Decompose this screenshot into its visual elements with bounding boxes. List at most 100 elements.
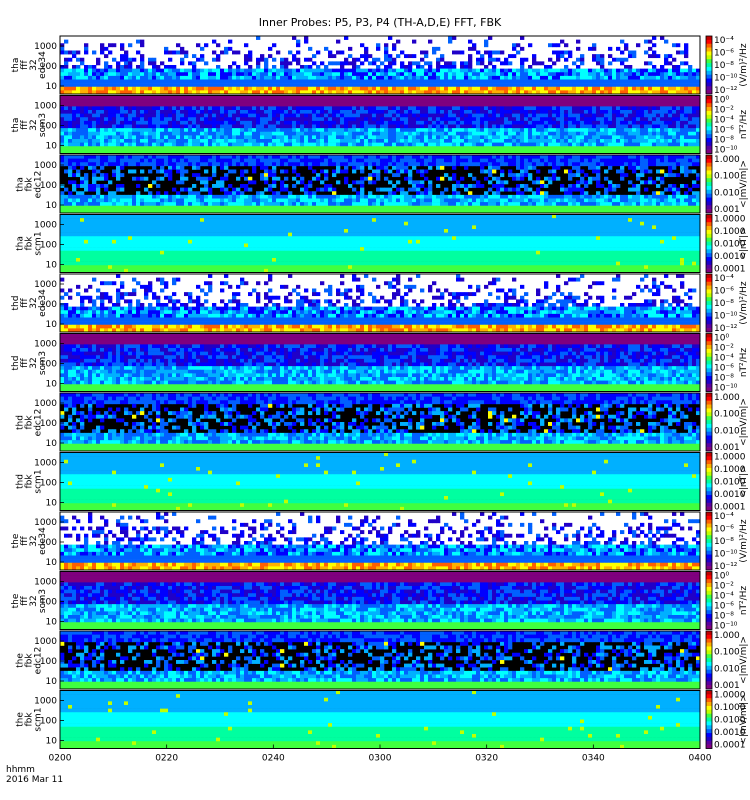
spectrogram-cell bbox=[512, 106, 516, 110]
spectrogram-cell bbox=[416, 65, 420, 69]
spectrogram-cell bbox=[240, 132, 244, 136]
spectrogram-cell bbox=[472, 155, 476, 159]
spectrogram-cell bbox=[112, 80, 116, 84]
spectrogram-cell bbox=[632, 72, 636, 76]
spectrogram-cell bbox=[360, 177, 364, 181]
spectrogram-cell bbox=[528, 166, 532, 170]
spectrogram-cell bbox=[604, 162, 608, 166]
spectrogram-cell bbox=[212, 166, 216, 170]
spectrogram-cell bbox=[528, 43, 532, 47]
spectrogram-cell bbox=[160, 72, 164, 76]
spectrogram-cell bbox=[528, 162, 532, 166]
spectrogram-cell bbox=[652, 87, 656, 91]
spectrogram-cell bbox=[324, 103, 328, 107]
spectrogram-cell bbox=[644, 103, 648, 107]
spectrogram-cell bbox=[212, 51, 216, 55]
spectrogram-cell bbox=[372, 170, 376, 174]
spectrogram-cell bbox=[180, 121, 184, 125]
spectrogram-cell bbox=[424, 83, 428, 87]
spectrogram-cell bbox=[424, 110, 428, 114]
spectrogram-cell bbox=[92, 72, 96, 76]
spectrogram-cell bbox=[484, 69, 488, 73]
spectrogram-cell bbox=[408, 110, 412, 114]
spectrogram-cell bbox=[252, 114, 256, 118]
spectrogram-cell bbox=[492, 125, 496, 129]
spectrogram-cell bbox=[220, 146, 224, 150]
spectrogram-cell bbox=[176, 80, 180, 84]
spectrogram-cell bbox=[272, 132, 276, 136]
spectrogram-cell bbox=[620, 114, 624, 118]
spectrogram-cell bbox=[568, 99, 572, 103]
spectrogram-cell bbox=[416, 72, 420, 76]
spectrogram-cell bbox=[692, 103, 696, 107]
spectrogram-cell bbox=[596, 61, 600, 65]
spectrogram-cell bbox=[292, 155, 296, 159]
spectrogram-cell bbox=[492, 170, 496, 174]
spectrogram-cell bbox=[480, 125, 484, 129]
spectrogram-cell bbox=[280, 143, 284, 147]
spectrogram-cell bbox=[280, 159, 284, 163]
spectrogram-cell bbox=[148, 143, 152, 147]
spectrogram-cell bbox=[384, 47, 388, 51]
spectrogram-cell bbox=[268, 173, 272, 177]
spectrogram-cell bbox=[508, 170, 512, 174]
spectrogram-cell bbox=[204, 43, 208, 47]
spectrogram-cell bbox=[156, 128, 160, 132]
spectrogram-cell bbox=[128, 125, 132, 129]
spectrogram-cell bbox=[200, 125, 204, 129]
spectrogram-cell bbox=[572, 166, 576, 170]
spectrogram-cell bbox=[420, 80, 424, 84]
spectrogram-cell bbox=[344, 139, 348, 143]
spectrogram-cell bbox=[132, 76, 136, 80]
spectrogram-cell bbox=[104, 69, 108, 73]
spectrogram-cell bbox=[424, 96, 428, 100]
spectrogram-cell bbox=[388, 96, 392, 100]
spectrogram-cell bbox=[392, 61, 396, 65]
spectrogram-cell bbox=[416, 162, 420, 166]
spectrogram-cell bbox=[172, 80, 176, 84]
spectrogram-cell bbox=[660, 114, 664, 118]
spectrogram-cell bbox=[592, 96, 596, 100]
spectrogram-cell bbox=[168, 173, 172, 177]
spectrogram-cell bbox=[560, 103, 564, 107]
spectrogram-cell bbox=[232, 155, 236, 159]
spectrogram-cell bbox=[340, 76, 344, 80]
colorbar-segment bbox=[706, 130, 712, 134]
spectrogram-cell bbox=[644, 139, 648, 143]
spectrogram-cell bbox=[92, 106, 96, 110]
spectrogram-cell bbox=[592, 103, 596, 107]
spectrogram-cell bbox=[60, 47, 64, 51]
spectrogram-cell bbox=[592, 43, 596, 47]
spectrogram-cell bbox=[516, 80, 520, 84]
spectrogram-cell bbox=[272, 162, 276, 166]
spectrogram-cell bbox=[592, 58, 596, 62]
spectrogram-cell bbox=[324, 132, 328, 136]
spectrogram-cell bbox=[344, 170, 348, 174]
spectrogram-cell bbox=[488, 132, 492, 136]
spectrogram-cell bbox=[116, 162, 120, 166]
spectrogram-cell bbox=[292, 143, 296, 147]
spectrogram-cell bbox=[432, 121, 436, 125]
spectrogram-cell bbox=[524, 83, 528, 87]
spectrogram-cell bbox=[120, 159, 124, 163]
spectrogram-cell bbox=[116, 114, 120, 118]
spectrogram-cell bbox=[256, 143, 260, 147]
spectrogram-cell bbox=[180, 51, 184, 55]
spectrogram-cell bbox=[640, 69, 644, 73]
spectrogram-cell bbox=[436, 106, 440, 110]
spectrogram-cell bbox=[128, 72, 132, 76]
spectrogram-cell bbox=[640, 139, 644, 143]
spectrogram-cell bbox=[376, 177, 380, 181]
spectrogram-cell bbox=[240, 146, 244, 150]
spectrogram-cell bbox=[424, 54, 428, 58]
spectrogram-cell bbox=[120, 80, 124, 84]
spectrogram-cell bbox=[660, 87, 664, 91]
spectrogram-cell bbox=[664, 146, 668, 150]
spectrogram-cell bbox=[508, 125, 512, 129]
spectrogram-cell bbox=[248, 139, 252, 143]
spectrogram-cell bbox=[484, 114, 488, 118]
spectrogram-cell bbox=[640, 135, 644, 139]
spectrogram-cell bbox=[228, 76, 232, 80]
spectrogram-cell bbox=[180, 61, 184, 65]
spectrogram-cell bbox=[664, 173, 668, 177]
